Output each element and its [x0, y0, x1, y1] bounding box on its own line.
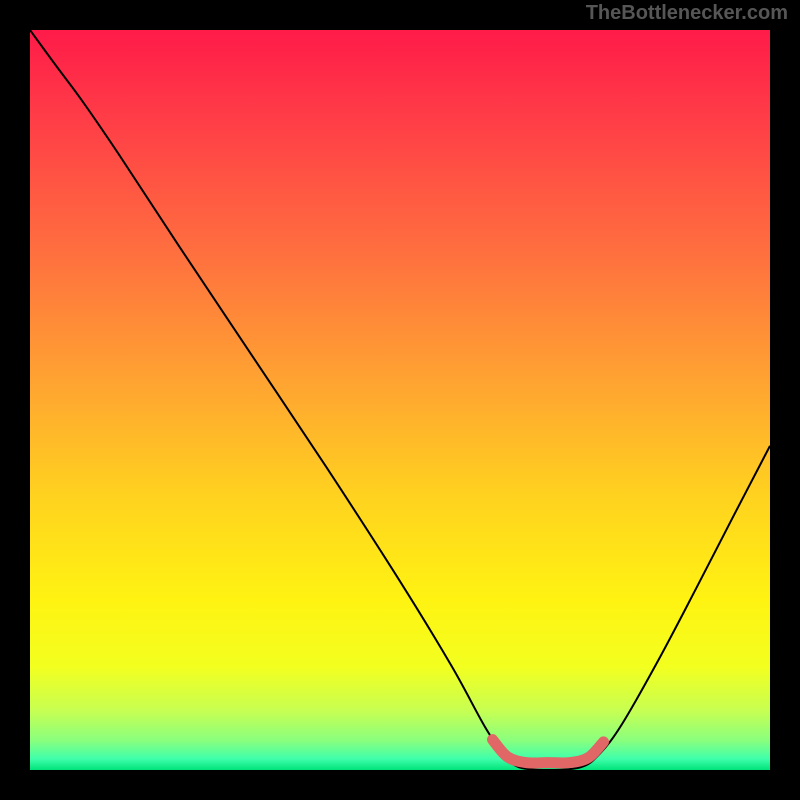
watermark-text: TheBottlenecker.com: [586, 2, 788, 25]
bottleneck-chart: [0, 0, 800, 800]
chart-container: TheBottlenecker.com: [0, 0, 800, 800]
